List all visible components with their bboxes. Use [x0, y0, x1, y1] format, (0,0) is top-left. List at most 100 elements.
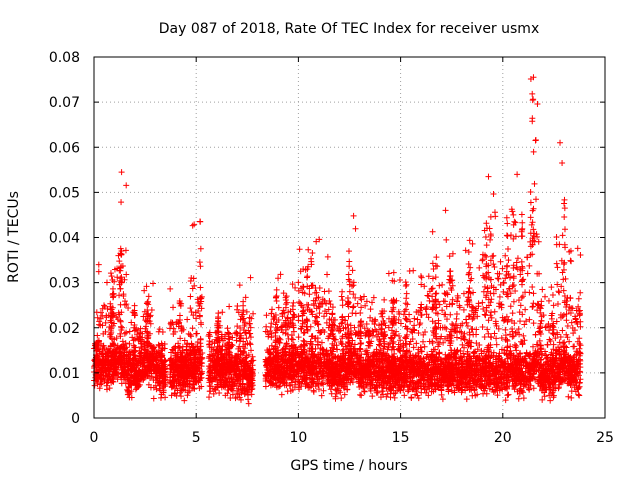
data-point — [379, 313, 386, 320]
data-point — [443, 236, 450, 243]
data-point — [108, 306, 115, 313]
data-point — [295, 334, 302, 341]
data-point — [418, 274, 425, 281]
data-point — [245, 400, 252, 407]
data-point — [303, 274, 310, 281]
data-point — [156, 378, 163, 385]
data-point — [236, 282, 243, 289]
data-point — [143, 300, 150, 307]
data-point — [197, 284, 204, 291]
data-point — [262, 383, 269, 390]
data-point — [187, 305, 194, 312]
data-point — [92, 340, 99, 347]
data-point — [111, 342, 118, 349]
data-point — [403, 281, 410, 288]
data-point — [170, 383, 177, 390]
data-point — [177, 335, 184, 342]
data-point — [390, 269, 397, 276]
data-point — [142, 325, 149, 332]
data-point — [186, 387, 193, 394]
data-point — [226, 303, 233, 310]
data-point — [247, 341, 254, 348]
data-point — [107, 300, 114, 307]
data-point — [118, 199, 125, 206]
data-point — [429, 285, 436, 292]
data-point — [123, 329, 130, 336]
data-point — [107, 342, 114, 349]
data-point — [414, 316, 421, 323]
data-point — [175, 380, 182, 387]
data-point — [172, 343, 179, 350]
data-point — [267, 327, 274, 334]
data-point — [141, 287, 148, 294]
data-point — [402, 315, 409, 322]
data-point — [117, 344, 124, 351]
data-point — [144, 348, 151, 355]
data-point — [127, 381, 134, 388]
data-point — [290, 299, 297, 306]
data-point — [125, 353, 132, 360]
data-point — [309, 250, 316, 257]
data-point — [411, 315, 418, 322]
data-point — [167, 285, 174, 292]
data-point — [352, 225, 359, 232]
data-point — [103, 312, 110, 319]
data-point — [219, 309, 226, 316]
data-point — [349, 267, 356, 274]
data-point — [305, 302, 312, 309]
data-point — [169, 379, 176, 386]
data-point — [296, 246, 303, 253]
data-point — [107, 270, 114, 277]
data-point — [123, 182, 130, 189]
data-point — [439, 281, 446, 288]
data-point — [446, 268, 453, 275]
data-point — [345, 276, 352, 283]
data-point — [145, 363, 152, 370]
data-point — [406, 311, 413, 318]
data-point — [117, 285, 124, 292]
data-point — [464, 323, 471, 330]
data-point — [338, 395, 345, 402]
data-point — [109, 370, 116, 377]
data-point — [282, 301, 289, 308]
data-point — [158, 352, 165, 359]
data-point — [321, 288, 328, 295]
data-point — [153, 361, 160, 368]
data-point — [146, 350, 153, 357]
data-point — [339, 288, 346, 295]
data-point — [186, 380, 193, 387]
data-point — [114, 265, 121, 272]
data-point — [440, 298, 447, 305]
data-point — [111, 320, 118, 327]
data-point — [102, 359, 109, 366]
data-point — [189, 325, 196, 332]
data-point — [191, 221, 198, 228]
data-point — [175, 340, 182, 347]
data-point — [447, 311, 454, 318]
data-point — [418, 312, 425, 319]
data-point — [102, 319, 109, 326]
data-point — [429, 339, 436, 346]
data-point — [125, 366, 132, 373]
data-point — [402, 300, 409, 307]
data-point — [125, 356, 132, 363]
data-point — [130, 337, 137, 344]
data-points — [91, 74, 584, 407]
data-point — [283, 299, 290, 306]
data-point — [289, 336, 296, 343]
data-point — [126, 340, 133, 347]
data-point — [157, 394, 164, 401]
data-point — [147, 312, 154, 319]
data-point — [142, 370, 149, 377]
data-point — [246, 330, 253, 337]
data-point — [107, 317, 114, 324]
data-point — [128, 319, 135, 326]
data-point — [425, 292, 432, 299]
data-point — [104, 350, 111, 357]
data-point — [134, 378, 141, 385]
data-point — [436, 301, 443, 308]
data-point — [132, 368, 139, 375]
data-point — [159, 368, 166, 375]
data-point — [143, 328, 150, 335]
data-point — [111, 353, 118, 360]
